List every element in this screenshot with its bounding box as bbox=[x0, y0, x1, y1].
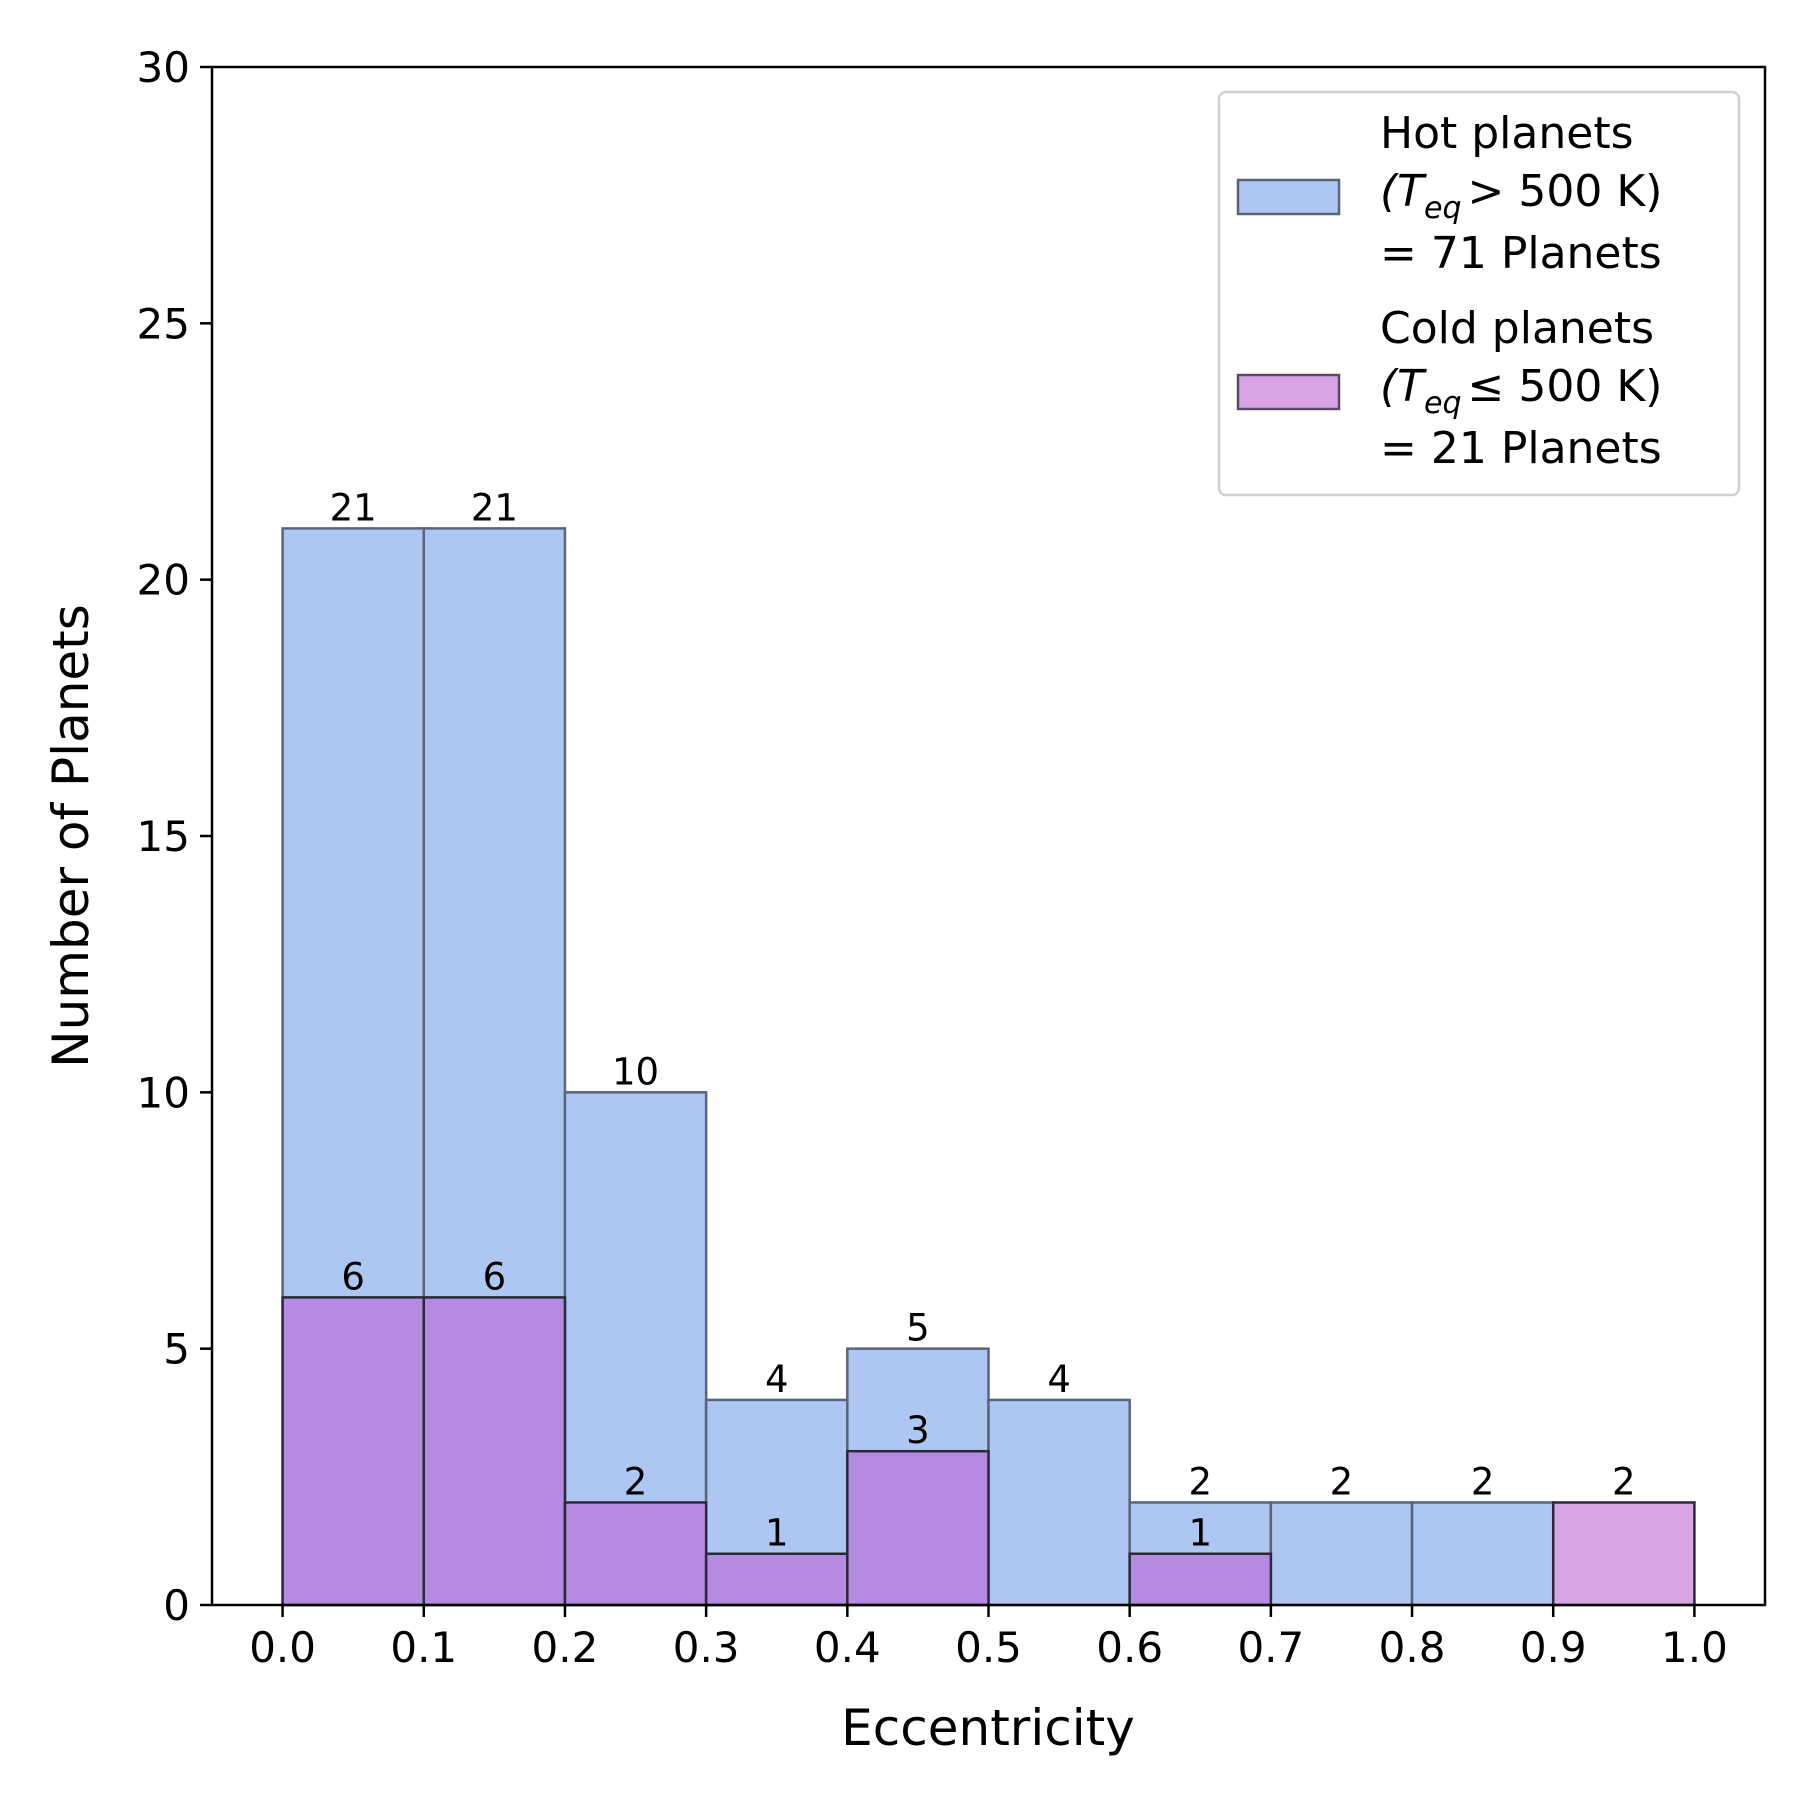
y-tick-label: 15 bbox=[137, 812, 190, 861]
legend-hot-line1: Hot planets bbox=[1380, 108, 1634, 159]
cold-bar-label: 2 bbox=[1612, 1460, 1636, 1503]
y-tick-label: 30 bbox=[137, 43, 190, 92]
y-tick-label: 10 bbox=[137, 1068, 190, 1117]
legend-hot-line2: (Teq > 500 K) bbox=[1380, 166, 1662, 226]
y-tick-label: 25 bbox=[137, 299, 190, 348]
y-tick-label: 20 bbox=[137, 556, 190, 605]
x-tick-label: 0.9 bbox=[1520, 1623, 1587, 1672]
legend-cold-line1: Cold planets bbox=[1380, 303, 1654, 354]
hot-bar-label: 2 bbox=[1330, 1460, 1354, 1503]
legend-cold-line3: = 21 Planets bbox=[1380, 423, 1662, 474]
x-tick-label: 0.3 bbox=[673, 1623, 740, 1672]
hot-bar-label: 10 bbox=[612, 1050, 659, 1093]
legend-swatch-hot bbox=[1236, 178, 1341, 216]
y-tick-label: 0 bbox=[163, 1581, 190, 1630]
hot-bar bbox=[1269, 1501, 1414, 1607]
cold-bar-label: 1 bbox=[765, 1512, 789, 1555]
legend-frame bbox=[1217, 90, 1741, 497]
cold-bar-label: 3 bbox=[906, 1409, 930, 1452]
x-tick-label: 0.8 bbox=[1379, 1623, 1446, 1672]
hot-bar-label: 4 bbox=[1047, 1358, 1071, 1401]
bars-layer bbox=[281, 527, 1696, 1607]
x-axis-ticks: 0.0 0.1 0.2 0.3 0.4 0.5 0.6 0.7 0.8 0.9 1.0 bbox=[249, 1605, 1728, 1672]
x-tick-label: 0.2 bbox=[532, 1623, 599, 1672]
legend-hot-line3: = 71 Planets bbox=[1380, 228, 1662, 279]
hot-bar bbox=[1410, 1501, 1555, 1607]
hot-bar-label: 2 bbox=[1471, 1460, 1495, 1503]
x-tick-label: 0.5 bbox=[955, 1623, 1022, 1672]
x-tick-label: 0.6 bbox=[1096, 1623, 1163, 1672]
y-tick-label: 5 bbox=[163, 1325, 190, 1374]
cold-bar bbox=[846, 1449, 990, 1607]
cold-bar bbox=[1128, 1552, 1273, 1607]
cold-bar bbox=[422, 1296, 567, 1607]
cold-bar bbox=[281, 1296, 426, 1607]
legend: Hot planets (Teq > 500 K) = 71 Planets Co… bbox=[1217, 90, 1741, 497]
hot-bar-label: 5 bbox=[906, 1307, 930, 1350]
x-axis-title: Eccentricity bbox=[841, 1699, 1135, 1757]
legend-cold-line2: (Teq ≤ 500 K) bbox=[1380, 361, 1662, 421]
x-tick-label: 0.0 bbox=[249, 1623, 316, 1672]
cold-bar-label: 2 bbox=[624, 1460, 648, 1503]
hot-bar-label: 2 bbox=[1188, 1460, 1212, 1503]
cold-bar-label: 6 bbox=[483, 1255, 507, 1298]
hot-bar bbox=[987, 1398, 1131, 1607]
cold-bar bbox=[1551, 1501, 1696, 1607]
cold-bar-label: 6 bbox=[341, 1255, 365, 1298]
hot-bar-label: 21 bbox=[330, 486, 377, 529]
cold-bar bbox=[563, 1501, 708, 1607]
y-axis-ticks: 0 5 10 15 20 25 30 bbox=[137, 43, 212, 1630]
x-tick-label: 0.4 bbox=[814, 1623, 881, 1672]
x-tick-label: 0.7 bbox=[1237, 1623, 1304, 1672]
hot-bar-label: 4 bbox=[765, 1358, 789, 1401]
legend-swatch-cold bbox=[1236, 373, 1341, 411]
x-tick-label: 1.0 bbox=[1661, 1623, 1728, 1672]
hot-bar-label: 21 bbox=[471, 486, 518, 529]
cold-bar bbox=[704, 1552, 849, 1607]
cold-bar-label: 1 bbox=[1188, 1512, 1212, 1555]
x-tick-label: 0.1 bbox=[390, 1623, 457, 1672]
y-axis-title: Number of Planets bbox=[42, 604, 100, 1068]
